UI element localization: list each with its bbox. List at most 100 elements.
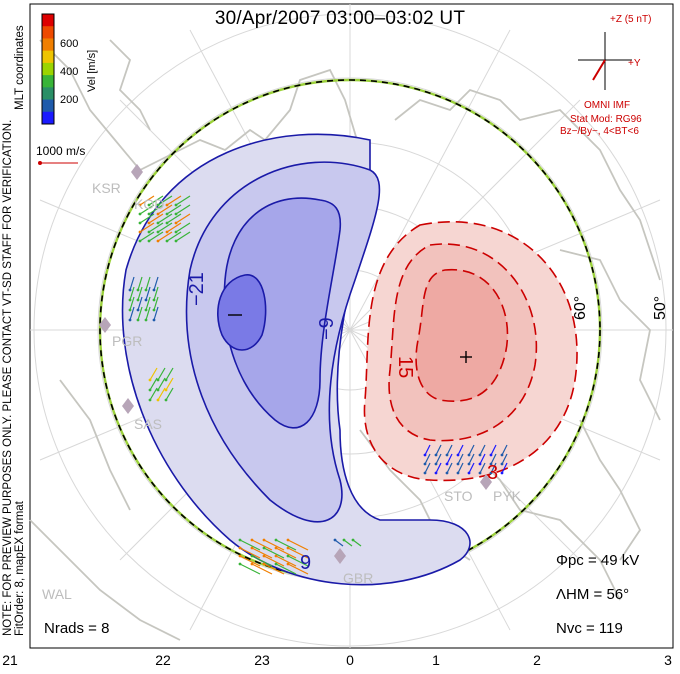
velocity-vector bbox=[468, 462, 475, 474]
velocity-vector bbox=[239, 547, 261, 559]
velocity-vector-origin bbox=[351, 538, 355, 542]
velocity-vector-origin bbox=[489, 453, 493, 457]
velocity-vector-origin bbox=[238, 562, 242, 566]
velocity-vector bbox=[275, 547, 297, 559]
mlt-tick-1: 1 bbox=[432, 652, 440, 668]
velocity-vector bbox=[129, 286, 135, 301]
velocity-vector bbox=[165, 367, 174, 381]
velocity-vector-origin bbox=[500, 462, 504, 466]
velocity-vector-origin bbox=[174, 239, 178, 243]
latitude-label-50: 50° bbox=[652, 295, 669, 320]
velocity-vector bbox=[145, 306, 151, 321]
velocity-vector-origin bbox=[274, 562, 278, 566]
velocity-vector-origin bbox=[478, 453, 482, 457]
stat-n-rads: Nrads = 8 bbox=[44, 620, 110, 637]
velocity-vector-origin bbox=[147, 221, 151, 225]
station-markers bbox=[99, 164, 492, 564]
velocity-vector bbox=[424, 453, 431, 465]
colorbar-segment bbox=[42, 50, 54, 64]
velocity-vector-origin bbox=[489, 462, 493, 466]
station-ksr: KSR bbox=[92, 180, 121, 196]
velocity-vector-origin bbox=[128, 318, 132, 322]
imf-clock-dial bbox=[578, 32, 632, 90]
velocity-vector bbox=[446, 453, 453, 465]
velocity-vector bbox=[275, 539, 297, 551]
stat-n-vc: Nvc = 119 bbox=[556, 620, 623, 637]
velocity-vector-origin bbox=[156, 212, 160, 216]
velocity-vector bbox=[479, 453, 486, 465]
velocity-vector-origin bbox=[128, 288, 132, 292]
fit-order-note: FitOrder: 8, mapEX format bbox=[14, 501, 26, 636]
velocity-vector bbox=[424, 462, 431, 474]
velocity-vector bbox=[263, 539, 285, 551]
velocity-vector bbox=[153, 296, 159, 311]
velocity-vector-origin bbox=[262, 546, 266, 550]
velocity-vector bbox=[129, 296, 135, 311]
velocity-vector-origin bbox=[238, 554, 242, 558]
velocity-vector bbox=[166, 213, 182, 224]
velocity-vector-origin bbox=[250, 562, 254, 566]
velocity-vector bbox=[139, 204, 155, 215]
velocity-vector-origin bbox=[147, 230, 151, 234]
colorbar-segment bbox=[42, 99, 54, 113]
velocity-vector bbox=[139, 195, 155, 206]
velocity-colorbar bbox=[41, 13, 55, 125]
velocity-vector-origin bbox=[152, 318, 156, 322]
velocity-vector-origin bbox=[500, 471, 504, 475]
velocity-vector-origin bbox=[152, 298, 156, 302]
velocity-vector-origin bbox=[138, 239, 142, 243]
velocity-vector-origin bbox=[144, 298, 148, 302]
velocity-vector-origin bbox=[165, 221, 169, 225]
velocity-vector-origin bbox=[164, 378, 168, 382]
velocity-vector-origin bbox=[434, 453, 438, 457]
velocity-vector bbox=[501, 453, 508, 465]
velocity-vector-origin bbox=[138, 203, 142, 207]
velocity-vector-origin bbox=[147, 239, 151, 243]
velocity-vector bbox=[145, 286, 151, 301]
imf-z-label: +Z (5 nT) bbox=[610, 14, 652, 25]
velocity-vector bbox=[139, 231, 155, 242]
colorbar-segment bbox=[42, 75, 54, 88]
velocity-vector bbox=[137, 286, 143, 301]
colorbar-segment bbox=[42, 87, 54, 101]
velocity-vector-origin bbox=[156, 221, 160, 225]
velocity-vector-origin bbox=[238, 546, 242, 550]
velocity-vector bbox=[149, 387, 158, 401]
velocity-vector bbox=[435, 453, 442, 465]
velocity-vector bbox=[149, 377, 158, 391]
velocity-vector-origin bbox=[423, 471, 427, 475]
coords-label: MLT coordinates bbox=[14, 25, 26, 110]
velocity-vector-origin bbox=[274, 546, 278, 550]
velocity-vector bbox=[145, 276, 151, 291]
velocity-vector-origin bbox=[456, 462, 460, 466]
velocity-vector-origin bbox=[174, 203, 178, 207]
velocity-vector bbox=[501, 444, 508, 456]
velocity-vector bbox=[263, 563, 285, 575]
colorbar-tick-400: 400 bbox=[60, 66, 79, 78]
colorbar-tick-200: 200 bbox=[60, 94, 79, 106]
velocity-vector bbox=[137, 306, 143, 321]
velocity-vector bbox=[129, 306, 135, 321]
velocity-vector bbox=[287, 547, 309, 559]
stat-lambda-hm: ΛHM = 56° bbox=[556, 586, 630, 603]
velocity-vector bbox=[175, 204, 191, 215]
velocity-vector bbox=[490, 453, 497, 465]
velocity-vector-origin bbox=[262, 538, 266, 542]
velocity-vector bbox=[175, 195, 191, 206]
velocity-vector-origin bbox=[478, 471, 482, 475]
velocity-vector-origin bbox=[423, 453, 427, 457]
velocity-vector-origin bbox=[434, 471, 438, 475]
velocity-vector bbox=[175, 231, 191, 242]
velocity-vector bbox=[446, 444, 453, 456]
colorbar-label: Vel [m/s] bbox=[86, 49, 98, 92]
velocity-vector-origin bbox=[286, 546, 290, 550]
velocity-vector-origin bbox=[144, 318, 148, 322]
velocity-vector-origin bbox=[138, 212, 142, 216]
latitude-label-60: 60° bbox=[572, 295, 589, 320]
velocity-vector bbox=[251, 563, 273, 575]
velocity-vector-origin bbox=[456, 453, 460, 457]
velocity-vector bbox=[435, 462, 442, 474]
stat-phi-pc: Φpc = 49 kV bbox=[556, 552, 640, 569]
positive-cell-core bbox=[415, 268, 509, 402]
velocity-vector-origin bbox=[136, 308, 140, 312]
